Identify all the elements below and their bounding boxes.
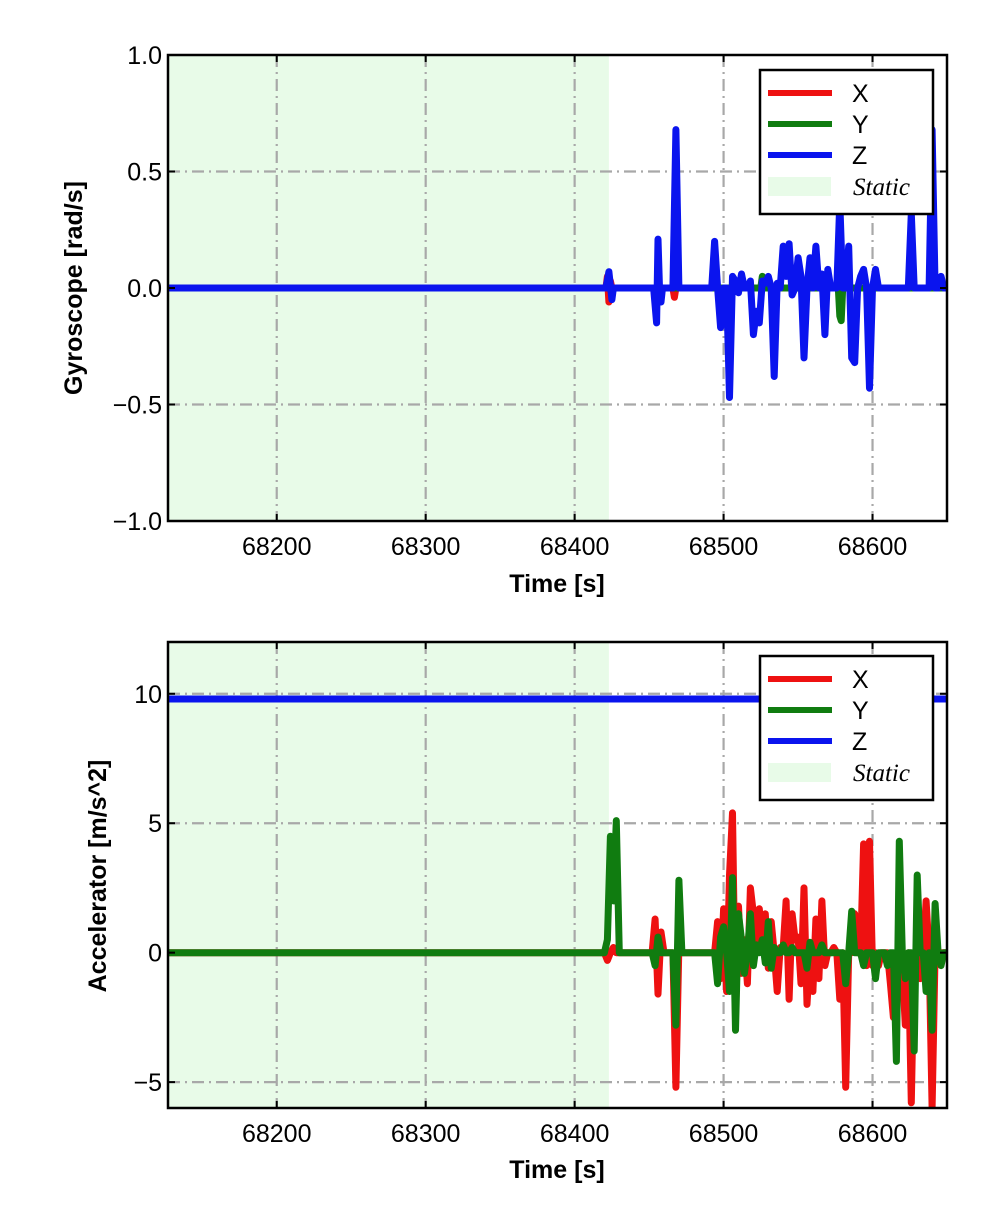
legend-swatch-static — [768, 177, 831, 196]
legend-label-y: Y — [852, 697, 869, 725]
series-z-line — [168, 126, 947, 401]
y-tick-label: 10 — [134, 681, 162, 709]
y-tick-label: 0.0 — [127, 275, 162, 303]
accelerator-chart: 68200 68300 68400 68500 68600 −5 0 5 10 Time [s]… — [84, 640, 949, 1184]
legend-label-static: Static — [853, 174, 910, 201]
legend-label-x: X — [852, 80, 869, 108]
x-axis-label: Time [s] — [509, 570, 604, 598]
legend: X Y Z Static — [758, 68, 935, 216]
legend-label-x: X — [852, 666, 869, 694]
series-y-line — [168, 817, 947, 1065]
series-layer — [168, 126, 947, 401]
axis-ticks: 68200 68300 68400 68500 68600 −5 0 5 10 — [133, 642, 947, 1148]
y-tick-label: −5 — [133, 1069, 162, 1097]
y-tick-label: −0.5 — [113, 392, 162, 420]
y-tick-label: 0 — [148, 940, 162, 968]
legend-swatch-static — [768, 763, 831, 782]
legend-label-y: Y — [852, 111, 869, 139]
legend-label-static: Static — [853, 760, 910, 787]
y-tick-label: 5 — [148, 810, 162, 838]
x-tick-label: 68600 — [838, 1120, 908, 1148]
legend: X Y Z Static — [758, 654, 935, 802]
y-tick-label: 1.0 — [127, 42, 162, 70]
x-tick-label: 68400 — [540, 533, 610, 561]
y-tick-label: −1.0 — [113, 508, 162, 536]
x-axis-label: Time [s] — [509, 1156, 604, 1184]
y-axis-label: Accelerator [m/s^2] — [84, 760, 112, 993]
x-tick-label: 68300 — [391, 1120, 461, 1148]
x-tick-label: 68400 — [540, 1120, 610, 1148]
y-tick-label: 0.5 — [127, 159, 162, 187]
plot-frame — [166, 640, 949, 1110]
legend-label-z: Z — [852, 142, 867, 170]
x-tick-label: 68500 — [689, 1120, 759, 1148]
y-axis-label: Gyroscope [rad/s] — [60, 181, 88, 395]
x-tick-label: 68300 — [391, 533, 461, 561]
legend-label-z: Z — [852, 728, 867, 756]
x-tick-label: 68500 — [689, 533, 759, 561]
x-tick-label: 68600 — [838, 533, 908, 561]
gyroscope-chart: 68200 68300 68400 68500 68600 −1.0 −0.5 0.0 0.5 1… — [60, 42, 949, 598]
axis-ticks: 68200 68300 68400 68500 68600 −1.0 −0.5 0.0 0.5 1… — [113, 42, 947, 561]
x-tick-label: 68200 — [242, 1120, 312, 1148]
static-region — [168, 642, 609, 1108]
x-tick-label: 68200 — [242, 533, 312, 561]
